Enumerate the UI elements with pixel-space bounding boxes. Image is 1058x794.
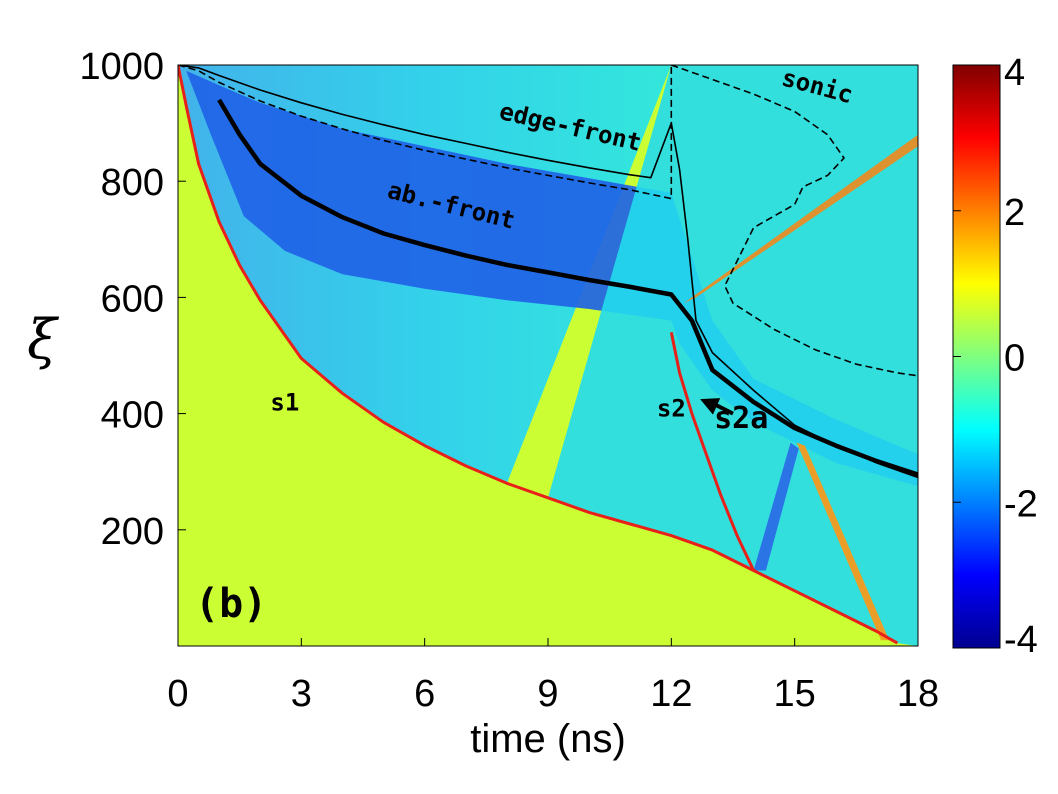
x-tick-label: 15 xyxy=(774,673,816,715)
colorbar-tick-label: -2 xyxy=(1004,483,1038,525)
colorbar-tick-label: -4 xyxy=(1004,619,1038,661)
curves-group xyxy=(178,65,918,645)
x-tick-label: 6 xyxy=(414,673,435,715)
colorbar-tick-label: 4 xyxy=(1004,52,1025,94)
x-tick-label: 12 xyxy=(650,673,692,715)
curve-ab-front xyxy=(217,98,918,477)
heatmap-red-upper-wedge xyxy=(683,134,918,304)
x-axis-label: time (ns) xyxy=(470,717,626,761)
x-tick-label: 9 xyxy=(537,673,558,715)
colorbar: -4 -2 0 2 4 xyxy=(952,52,1038,661)
annotation-s2: s2 xyxy=(657,395,686,423)
y-tick-label: 600 xyxy=(101,278,164,320)
heatmap-red-wedge xyxy=(796,442,890,641)
y-tick-label: 800 xyxy=(101,162,164,204)
colorbar-tick-label: 2 xyxy=(1004,192,1025,234)
x-tick-label: 0 xyxy=(167,673,188,715)
heatmap-blue-wedge xyxy=(753,442,799,571)
arrow-head xyxy=(700,398,721,415)
x-tick-label: 3 xyxy=(291,673,312,715)
y-tick-label: 200 xyxy=(101,511,164,553)
y-tick-label: 1000 xyxy=(79,46,164,88)
colorbar-ticks: -4 -2 0 2 4 xyxy=(953,52,1038,661)
curve-edge-front xyxy=(178,65,918,479)
curve-s2 xyxy=(669,331,755,572)
x-axis: 0 3 6 9 12 15 18 xyxy=(167,638,939,715)
annotation-s1: s1 xyxy=(270,389,299,417)
curve-edge-front-dashed xyxy=(178,65,673,200)
y-axis-label: ξ xyxy=(27,308,59,371)
y-tick-label: 400 xyxy=(101,395,164,437)
curve-s1 xyxy=(178,65,899,645)
y-axis: 200 400 600 800 1000 xyxy=(79,46,186,553)
curve-sonic xyxy=(671,65,918,377)
x-tick-label: 18 xyxy=(897,673,939,715)
panel-label: (b) xyxy=(195,581,267,627)
plot-area xyxy=(178,65,918,646)
colorbar-tick-label: 0 xyxy=(1004,338,1025,380)
